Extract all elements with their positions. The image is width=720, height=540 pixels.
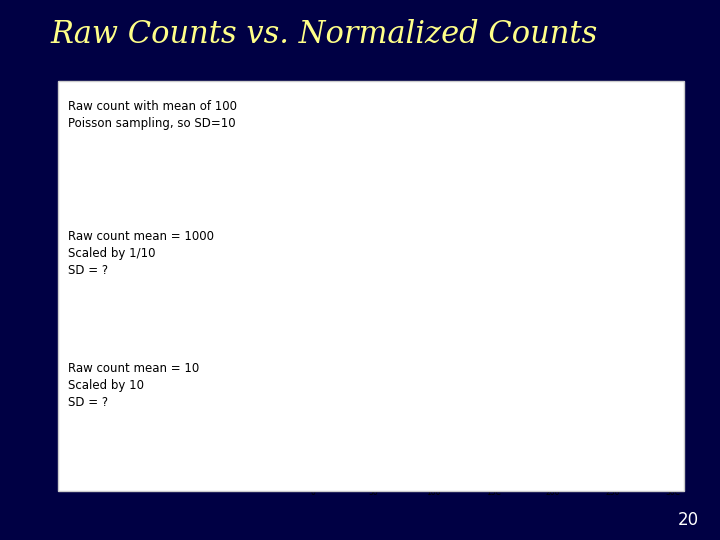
Bar [461,225,462,232]
Y-axis label: Frequency: Frequency [274,284,284,323]
Bar [418,202,419,232]
Bar [409,225,410,232]
Bar [466,230,467,232]
Bar [451,215,452,232]
Y-axis label: Frequency: Frequency [279,165,288,205]
Bar [463,229,464,232]
Bar [437,167,438,232]
Bar [450,207,451,232]
Bar [408,225,409,232]
Bar [433,157,434,232]
Bar [430,166,431,232]
Bar [407,227,408,232]
Bar [444,184,445,232]
Bar [425,178,426,232]
Bar [402,230,403,232]
Bar [455,219,456,232]
Bar [431,164,432,232]
Bar [436,169,437,232]
Bar [438,170,439,232]
Bar [464,229,466,232]
Text: Raw count with mean of 100
Poisson sampling, so SD=10: Raw count with mean of 100 Poisson sampl… [68,100,238,130]
Bar [439,171,441,232]
Bar [456,219,457,232]
Bar [401,231,402,232]
Bar [419,199,420,232]
Bar [468,231,469,232]
Bar [441,179,443,232]
Bar [428,173,430,232]
Bar [452,214,454,232]
Text: Raw count mean = 1000
Scaled by 1/10
SD = ?: Raw count mean = 1000 Scaled by 1/10 SD … [68,230,215,276]
Bar [472,231,473,232]
Bar [469,231,470,232]
Bar [462,228,463,232]
Bar [448,202,449,232]
Bar [423,181,425,232]
Bar [427,168,428,232]
Bar [454,214,455,232]
Bar [398,231,400,232]
Bar [403,230,405,232]
Y-axis label: Frequency: Frequency [274,414,284,453]
Bar [459,225,461,232]
Bar [421,188,423,232]
Bar [410,221,412,232]
Bar [420,193,421,232]
Bar [445,193,446,232]
Bar [457,221,459,232]
Bar [396,231,397,232]
Bar [467,230,468,232]
Bar [405,228,407,232]
Bar [449,204,450,232]
Bar [426,178,427,232]
Text: Raw Counts vs. Normalized Counts: Raw Counts vs. Normalized Counts [50,19,598,50]
Text: 20: 20 [678,511,698,529]
Bar [415,211,416,232]
Bar [414,213,415,232]
Bar [412,217,413,232]
Bar [434,164,436,232]
Text: Raw count mean = 10
Scaled by 10
SD = ?: Raw count mean = 10 Scaled by 10 SD = ? [68,362,199,409]
Bar [446,198,448,232]
Bar [443,184,444,232]
Bar [413,218,414,232]
Bar [416,207,418,232]
Bar [432,163,433,232]
